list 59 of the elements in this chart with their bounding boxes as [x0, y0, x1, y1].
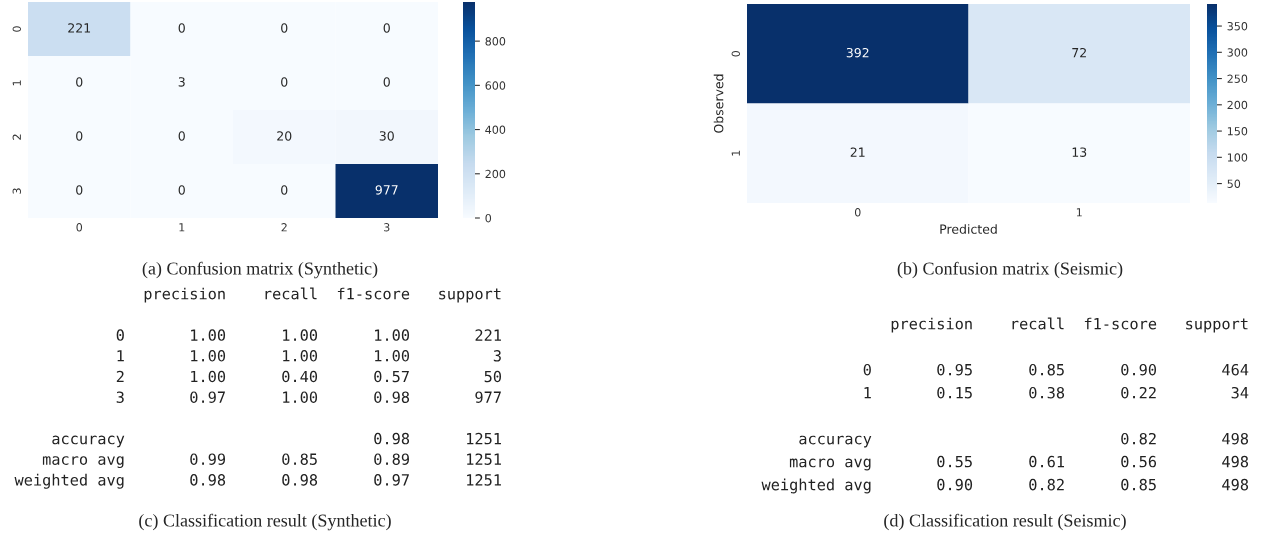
data-label: 20	[277, 131, 292, 141]
text: (b) Confusion matrix (Seismic)	[897, 261, 1123, 279]
data-label: 0	[281, 77, 288, 87]
color-bar-label: 350	[1227, 22, 1248, 31]
y-tick-label: 3	[12, 188, 21, 194]
color-bar-label: 200	[485, 169, 506, 179]
text: 1 0.15 0.38 0.22 34	[864, 386, 1249, 399]
text: 0 1.00 1.00 1.00 221	[116, 329, 501, 341]
text: (a) Confusion matrix (Synthetic)	[142, 261, 378, 279]
data-label: 0	[76, 77, 83, 87]
text: 0 0.95 0.85 0.90 464	[863, 363, 1249, 376]
text: precision recall f1-score support	[891, 317, 1248, 333]
x-tick-label: 1	[179, 223, 185, 232]
data-label: 21	[850, 147, 865, 157]
color-bar-label: 200	[1227, 100, 1248, 110]
text: (d) Classification result (Seismic)	[884, 513, 1126, 531]
data-label: 0	[178, 185, 185, 195]
data-label: 13	[1072, 147, 1087, 157]
color-bar-label: 600	[485, 81, 506, 90]
text: accuracy 0.98 1251	[52, 432, 501, 448]
data-label: 0	[178, 23, 185, 33]
text: (c) Classification result (Synthetic)	[139, 513, 391, 531]
data-label: 0	[383, 77, 390, 87]
text: macro avg 0.55 0.61 0.56 498	[789, 455, 1249, 471]
y-tick-label: 2	[12, 134, 21, 140]
x-tick-label: 0	[76, 223, 83, 232]
x-tick-label: 3	[384, 223, 390, 232]
data-label: 392	[846, 47, 869, 58]
text: accuracy 0.82 498	[799, 432, 1249, 448]
color-bar-label: 50	[1227, 179, 1241, 188]
y-tick-label: 0	[12, 26, 21, 32]
data-label: 0	[281, 23, 288, 33]
text: 2 1.00 0.40 0.57 50	[116, 370, 502, 383]
color-bar-label: 800	[485, 37, 506, 46]
color-bar-label: 300	[1227, 48, 1248, 57]
y-axis-title: Observed	[713, 74, 724, 133]
data-label: 3	[178, 77, 185, 87]
x-tick-label: 2	[281, 223, 287, 232]
color-bar-label: 100	[1227, 153, 1248, 162]
text: 3 0.97 1.00 0.98 977	[116, 391, 501, 403]
color-bar-label: 250	[1227, 74, 1248, 83]
data-label: 221	[68, 23, 91, 33]
data-label: 0	[76, 131, 83, 141]
text: weighted avg 0.98 0.98 0.97 1251	[14, 473, 501, 489]
data-label: 0	[281, 185, 288, 195]
data-label: 30	[379, 131, 394, 141]
data-label: 0	[178, 131, 185, 141]
x-axis-title: Predicted	[940, 224, 997, 234]
color-bar-label: 150	[1227, 127, 1248, 136]
text: weighted avg 0.90 0.82 0.85 498	[761, 478, 1249, 494]
y-tick-label: 1	[12, 80, 21, 86]
text: macro avg 0.99 0.85 0.89 1251	[42, 453, 501, 469]
text: 1 1.00 1.00 1.00 3	[117, 350, 501, 362]
data-label: 72	[1072, 47, 1086, 58]
text: precision recall f1-score support	[144, 287, 501, 303]
color-bar-label: 400	[485, 125, 506, 134]
data-label: 0	[383, 23, 390, 33]
data-label: 0	[76, 185, 83, 195]
data-label: 977	[375, 185, 398, 195]
